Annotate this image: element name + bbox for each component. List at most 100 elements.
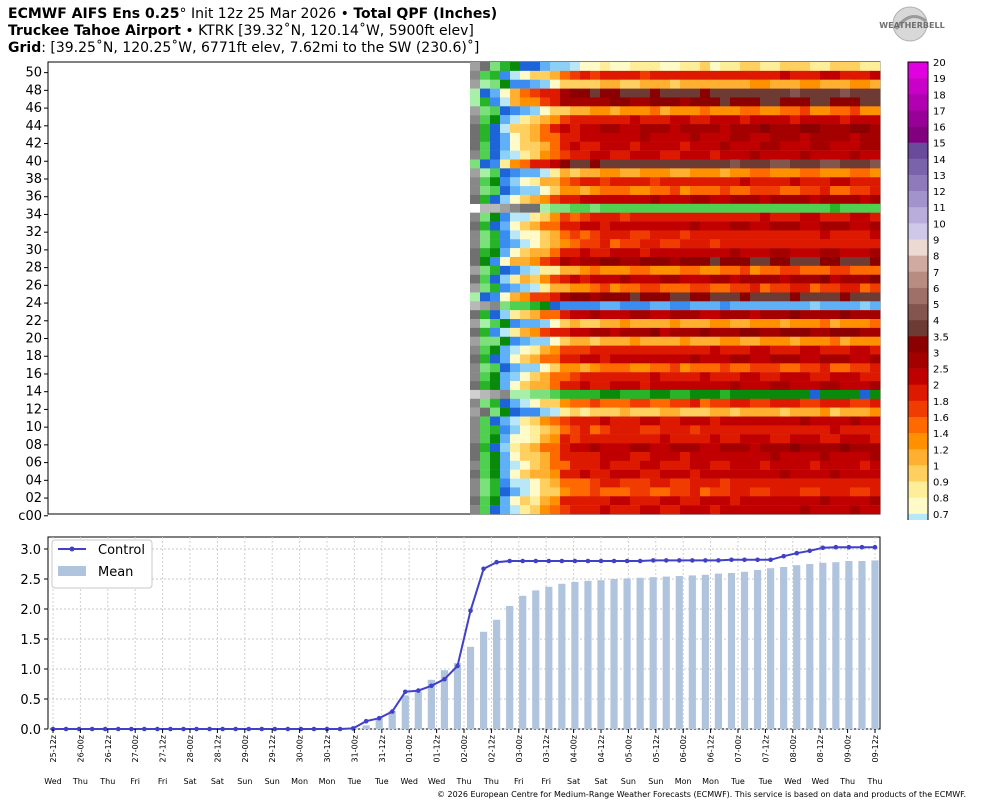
heatmap-cell xyxy=(860,505,871,515)
heatmap-cell xyxy=(520,177,531,187)
colorbar-swatch xyxy=(908,304,928,321)
heatmap-cell xyxy=(470,487,481,497)
heatmap-cell xyxy=(580,248,591,258)
colorbar-label: 9 xyxy=(933,236,939,247)
control-marker xyxy=(429,683,434,689)
heatmap-cell xyxy=(530,106,541,116)
heatmap-cell xyxy=(490,97,501,107)
day-label: Sat xyxy=(211,777,224,786)
heatmap-cell xyxy=(700,239,711,249)
colorbar-label: 15 xyxy=(933,139,946,150)
heatmap-cell xyxy=(810,363,821,373)
heatmap-cell xyxy=(660,469,671,479)
mean-bar xyxy=(597,580,605,729)
heatmap-cell xyxy=(610,248,621,258)
heatmap-cell xyxy=(850,451,861,462)
heatmap-cell xyxy=(640,319,651,329)
member-label: 06 xyxy=(25,456,42,471)
heatmap-cell xyxy=(810,505,821,515)
heatmap-cell xyxy=(790,327,801,337)
member-label: 38 xyxy=(25,172,42,187)
heatmap-cell xyxy=(530,132,541,142)
heatmap-cell xyxy=(640,115,651,125)
heatmap-cell xyxy=(710,389,721,399)
heatmap-cell xyxy=(590,248,601,258)
heatmap-cell xyxy=(700,177,711,187)
heatmap-cell xyxy=(810,345,821,355)
control-marker xyxy=(376,715,382,721)
heatmap-cell xyxy=(640,372,651,382)
heatmap-cell xyxy=(860,141,871,151)
heatmap-cell xyxy=(630,159,641,169)
heatmap-cell xyxy=(510,478,521,488)
mean-bar xyxy=(753,570,762,729)
heatmap-cell xyxy=(850,194,861,205)
heatmap-cell xyxy=(500,203,511,213)
mean-bar xyxy=(506,606,514,729)
heatmap-cell xyxy=(740,239,751,249)
heatmap-cell xyxy=(870,381,881,391)
heatmap-cell xyxy=(580,345,591,355)
heatmap-cell xyxy=(670,265,681,275)
heatmap-cell xyxy=(810,327,821,337)
heatmap-cell xyxy=(600,496,611,506)
heatmap-cell xyxy=(540,372,551,382)
control-marker xyxy=(833,544,839,550)
heatmap-cell xyxy=(470,345,481,355)
heatmap-cell xyxy=(860,496,871,506)
heatmap-cell xyxy=(750,292,761,302)
heatmap-cell xyxy=(590,274,601,284)
heatmap-cell xyxy=(790,478,801,488)
heatmap-cell xyxy=(710,487,721,497)
heatmap-cell xyxy=(590,389,601,399)
heatmap-cell xyxy=(760,505,771,515)
heatmap-cell xyxy=(550,443,561,453)
heatmap-cell xyxy=(570,416,581,426)
control-marker xyxy=(455,663,460,669)
heatmap-cell xyxy=(650,256,661,267)
heatmap-cell xyxy=(540,97,551,107)
heatmap-cell xyxy=(860,221,871,231)
heatmap-cell xyxy=(700,292,711,302)
heatmap-cell xyxy=(740,265,751,275)
heatmap-cell xyxy=(590,407,601,417)
mean-bar xyxy=(401,695,409,729)
heatmap-cell xyxy=(650,212,661,222)
heatmap-cell xyxy=(640,159,651,169)
heatmap-cell xyxy=(780,132,791,142)
control-marker xyxy=(324,726,330,732)
heatmap-cell xyxy=(630,301,641,311)
heatmap-cell xyxy=(680,505,691,515)
heatmap-cell xyxy=(670,505,681,515)
heatmap-cell xyxy=(850,106,861,116)
heatmap-cell xyxy=(840,460,851,470)
control-marker xyxy=(637,558,643,564)
member-label: 30 xyxy=(25,243,42,258)
mean-bar xyxy=(793,565,801,729)
heatmap-cell xyxy=(600,141,611,151)
heatmap-cell xyxy=(790,124,801,134)
heatmap-cell xyxy=(570,443,581,453)
heatmap-cell xyxy=(540,478,551,488)
heatmap-cell xyxy=(680,194,691,205)
member-label: 12 xyxy=(25,402,42,417)
heatmap-cell xyxy=(660,363,671,373)
heatmap-cell xyxy=(530,194,541,205)
heatmap-cell xyxy=(580,354,591,364)
heatmap-cell xyxy=(810,239,821,249)
heatmap-cell xyxy=(520,425,531,435)
heatmap-cell xyxy=(650,106,661,116)
heatmap-cell xyxy=(720,372,731,382)
heatmap-cell xyxy=(510,469,521,479)
x-tick-label: 09-12z xyxy=(871,735,880,762)
heatmap-cell xyxy=(840,336,851,346)
heatmap-cell xyxy=(850,150,861,160)
member-label: 26 xyxy=(25,278,42,293)
heatmap-cell xyxy=(870,79,881,89)
member-label: 50 xyxy=(25,66,42,81)
heatmap-cell xyxy=(560,141,571,151)
heatmap-cell xyxy=(500,79,511,89)
heatmap-cell xyxy=(780,319,791,329)
heatmap-cell xyxy=(650,478,661,488)
control-marker xyxy=(389,709,395,714)
